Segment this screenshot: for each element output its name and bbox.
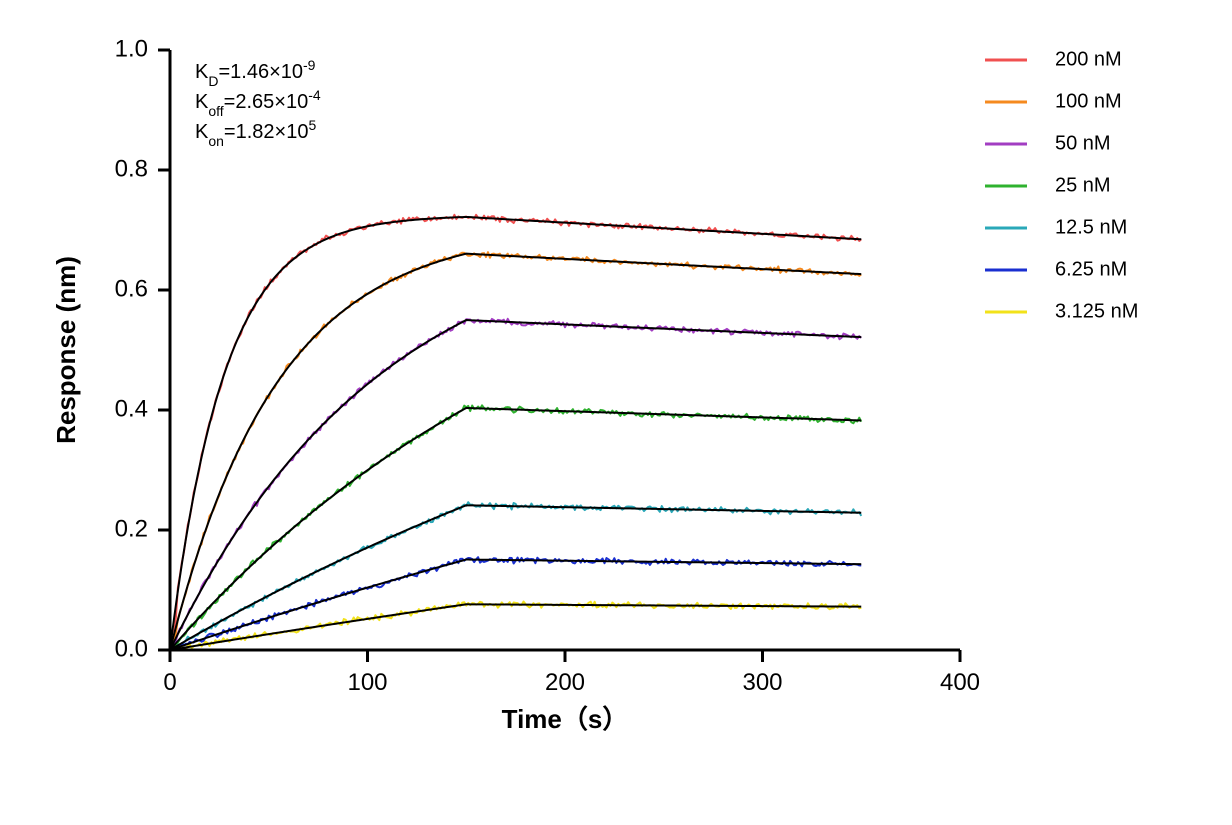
y-tick-label: 0.6 [115, 275, 148, 302]
legend-label: 3.125 nM [1055, 300, 1138, 322]
x-tick-label: 0 [163, 669, 176, 696]
y-axis-label: Response (nm) [51, 256, 81, 444]
x-tick-label: 400 [940, 669, 980, 696]
binding-kinetics-chart: 0.0 0.2 0.4 0.6 0.8 1.0 0 100 200 300 400 Response … [0, 0, 1232, 825]
legend-label: 50 nM [1055, 132, 1111, 154]
x-tick-label: 300 [742, 669, 782, 696]
x-tick-label: 100 [347, 669, 387, 696]
y-tick-label: 0.2 [115, 515, 148, 542]
x-axis-label: Time（s） [502, 704, 629, 734]
chart-svg: 0.0 0.2 0.4 0.6 0.8 1.0 0 100 200 300 400 Response … [0, 0, 1232, 825]
y-tick-label: 0.4 [115, 395, 148, 422]
legend-label: 100 nM [1055, 90, 1122, 112]
y-tick-label: 0.0 [115, 635, 148, 662]
legend-label: 25 nM [1055, 174, 1111, 196]
y-tick-label: 1.0 [115, 35, 148, 62]
legend-label: 6.25 nM [1055, 258, 1127, 280]
x-tick-label: 200 [545, 669, 585, 696]
legend-label: 12.5 nM [1055, 216, 1127, 238]
legend-label: 200 nM [1055, 48, 1122, 70]
y-tick-label: 0.8 [115, 155, 148, 182]
